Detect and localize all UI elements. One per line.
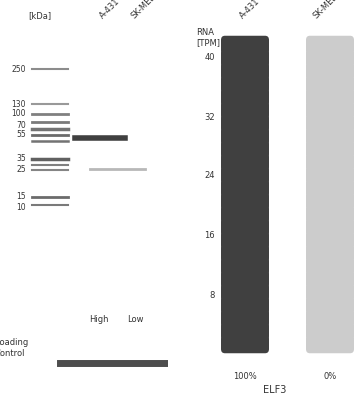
Text: SK-MEL-30: SK-MEL-30 xyxy=(130,0,167,20)
Text: 250: 250 xyxy=(12,65,26,74)
Text: Low: Low xyxy=(127,315,143,324)
Text: 55: 55 xyxy=(16,130,26,139)
Text: 70: 70 xyxy=(16,121,26,130)
Text: 100%: 100% xyxy=(233,372,257,381)
Text: RNA
[TPM]: RNA [TPM] xyxy=(196,28,220,47)
Text: [kDa]: [kDa] xyxy=(28,11,51,20)
Text: 15: 15 xyxy=(16,192,26,201)
Text: 0%: 0% xyxy=(323,372,337,381)
Text: 24: 24 xyxy=(205,172,215,180)
Text: A-431: A-431 xyxy=(238,0,262,20)
Text: A-431: A-431 xyxy=(98,0,122,20)
Text: 32: 32 xyxy=(204,112,215,122)
Text: Loading
Control: Loading Control xyxy=(0,338,28,358)
Text: 16: 16 xyxy=(204,232,215,240)
Text: 25: 25 xyxy=(16,166,26,174)
Text: 8: 8 xyxy=(210,292,215,300)
Text: 35: 35 xyxy=(16,154,26,163)
Text: High: High xyxy=(89,315,109,324)
Text: 130: 130 xyxy=(12,100,26,109)
Text: 10: 10 xyxy=(16,202,26,212)
Text: 100: 100 xyxy=(12,109,26,118)
Text: ELF3: ELF3 xyxy=(263,385,287,395)
Text: 40: 40 xyxy=(205,52,215,62)
Text: SK-MEL-30: SK-MEL-30 xyxy=(312,0,349,20)
